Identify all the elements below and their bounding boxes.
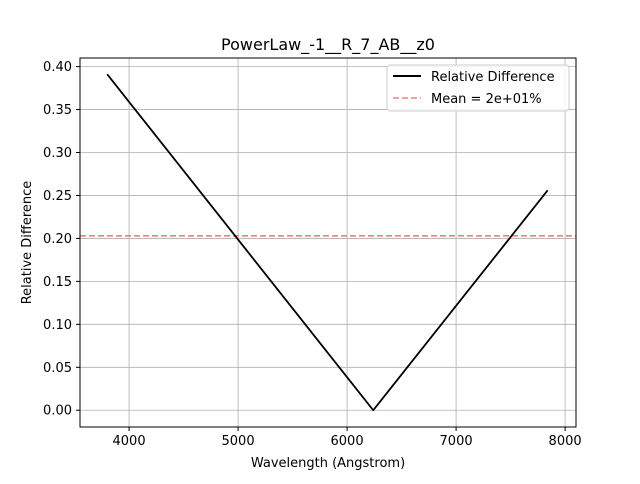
legend-label-mean: Mean = 2e+01% — [431, 92, 542, 107]
series-line-relative-difference — [106, 73, 549, 412]
axes-frame — [79, 57, 577, 428]
y-tick-label: 0.35 — [43, 103, 72, 118]
y-tick-label: 0.10 — [43, 318, 72, 333]
y-tick-label: 0.20 — [43, 232, 72, 247]
y-tick-label: 0.40 — [43, 60, 72, 75]
x-axis-label: Wavelength (Angstrom) — [251, 456, 405, 471]
legend: Relative Difference Mean = 2e+01% — [386, 64, 570, 112]
grid-layer — [80, 58, 576, 427]
x-tick-label: 5000 — [222, 434, 255, 449]
y-tick-label: 0.05 — [43, 361, 72, 376]
legend-label-relative-difference: Relative Difference — [431, 70, 555, 85]
chart-title: PowerLaw_-1__R_7_AB__z0 — [221, 35, 435, 55]
x-tick-label: 8000 — [549, 434, 582, 449]
y-axis-label: Relative Difference — [20, 181, 35, 305]
y-tick-label: 0.25 — [43, 189, 72, 204]
x-tick-label: 7000 — [440, 434, 473, 449]
tick-layer: 4000 5000 6000 7000 8000 0.00 0.05 0.10 0.15 0.20… — [43, 60, 582, 449]
legend-box — [386, 64, 570, 112]
data-layer — [80, 73, 576, 412]
y-tick-label: 0.00 — [43, 404, 72, 419]
x-tick-label: 4000 — [113, 434, 146, 449]
x-tick-label: 6000 — [331, 434, 364, 449]
y-tick-label: 0.15 — [43, 275, 72, 290]
y-tick-label: 0.30 — [43, 146, 72, 161]
